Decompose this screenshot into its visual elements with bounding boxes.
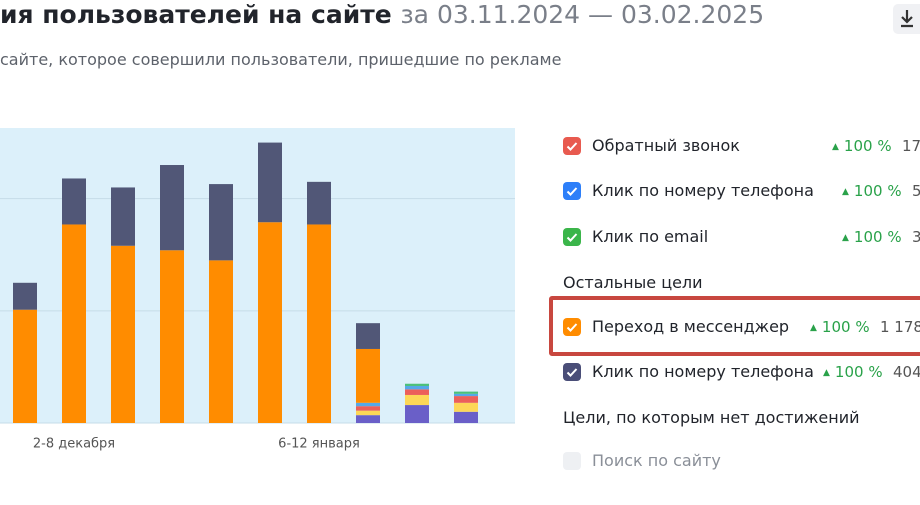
goal-label: Клик по номеру телефона: [592, 181, 814, 200]
goal-label: Переход в мессенджер: [592, 317, 790, 336]
goal-label: Поиск по сайту: [592, 451, 721, 470]
bar-segment: [405, 385, 429, 390]
bar-segment: [356, 348, 380, 403]
chart: 2-8 декабря 6-12 января: [0, 128, 515, 452]
x-tick-label: 6-12 января: [278, 437, 360, 452]
bar-segment: [454, 396, 478, 403]
goal-label: Обратный звонок: [592, 136, 740, 155]
bar-segment: [209, 260, 233, 423]
period: за 03.11.2024 — 03.02.2025: [400, 0, 765, 29]
checkbox[interactable]: [563, 363, 581, 381]
checkbox[interactable]: [563, 228, 581, 246]
bar-segment: [405, 383, 429, 386]
checkbox[interactable]: [563, 318, 581, 336]
subtitle: сайте, которое совершили пользователи, п…: [0, 50, 562, 69]
checkbox[interactable]: [563, 137, 581, 155]
bar-segment: [307, 181, 331, 225]
bar-segment: [454, 402, 478, 412]
bar-segment: [258, 142, 282, 223]
checkbox[interactable]: [563, 182, 581, 200]
bar-segment: [405, 405, 429, 423]
bar-segment: [356, 402, 380, 407]
bar-segment: [62, 178, 86, 225]
bar-segment: [454, 391, 478, 394]
goal-value: 404: [893, 363, 920, 381]
highlight-box: [549, 296, 920, 356]
download-button[interactable]: [893, 4, 920, 34]
goal-value: 3: [912, 228, 920, 246]
bar-segment: [356, 415, 380, 423]
bar-segment: [356, 406, 380, 411]
section-heading: Цели, по которым нет достижений: [563, 408, 860, 427]
bar-segment: [160, 165, 184, 251]
goal-value: 5: [912, 182, 920, 200]
goal-value: 1 178: [880, 318, 920, 336]
bar-segment: [405, 389, 429, 395]
bar-segment: [258, 222, 282, 423]
bar-segment: [209, 184, 233, 261]
bar-segment: [111, 245, 135, 423]
checkbox[interactable]: [563, 452, 581, 470]
x-tick-label: 2-8 декабря: [33, 437, 115, 452]
bar-segment: [62, 224, 86, 423]
goal-change: 100 %: [842, 182, 902, 200]
goal-change: 100 %: [823, 363, 883, 381]
bar-segment: [13, 282, 37, 310]
bar-segment: [111, 187, 135, 246]
goal-value: 17: [902, 137, 920, 155]
title-text: ия пользователей на сайте: [0, 0, 392, 29]
bar-segment: [356, 410, 380, 416]
bar-segment: [160, 250, 184, 423]
goal-change: 100 %: [832, 137, 892, 155]
section-heading: Остальные цели: [563, 273, 703, 292]
bar-segment: [405, 394, 429, 406]
goal-label: Клик по номеру телефона: [592, 362, 814, 381]
goal-label: Клик по email: [592, 227, 709, 246]
bar-segment: [356, 323, 380, 349]
goal-change: 100 %: [842, 228, 902, 246]
goal-change: 100 %: [810, 318, 870, 336]
bar-segment: [454, 411, 478, 423]
bar-segment: [13, 309, 37, 423]
bar-segment: [454, 393, 478, 397]
bar-segment: [307, 224, 331, 423]
title: ия пользователей на сайте за 03.11.2024 …: [0, 0, 764, 29]
